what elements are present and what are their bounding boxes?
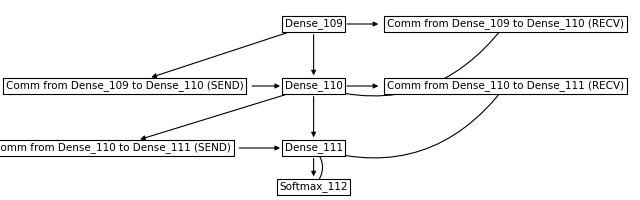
Text: Dense_110: Dense_110 <box>285 81 342 91</box>
Text: Comm from Dense_109 to Dense_110 (RECV): Comm from Dense_109 to Dense_110 (RECV) <box>387 19 624 29</box>
Text: Comm from Dense_110 to Dense_111 (SEND): Comm from Dense_110 to Dense_111 (SEND) <box>0 143 231 153</box>
Text: Dense_111: Dense_111 <box>285 143 342 153</box>
FancyArrowPatch shape <box>316 151 323 185</box>
FancyArrowPatch shape <box>317 88 504 158</box>
FancyArrowPatch shape <box>317 26 504 96</box>
Text: Comm from Dense_110 to Dense_111 (RECV): Comm from Dense_110 to Dense_111 (RECV) <box>387 81 624 91</box>
Text: Softmax_112: Softmax_112 <box>279 182 348 192</box>
Text: Dense_109: Dense_109 <box>285 19 342 29</box>
Text: Comm from Dense_109 to Dense_110 (SEND): Comm from Dense_109 to Dense_110 (SEND) <box>6 81 244 91</box>
